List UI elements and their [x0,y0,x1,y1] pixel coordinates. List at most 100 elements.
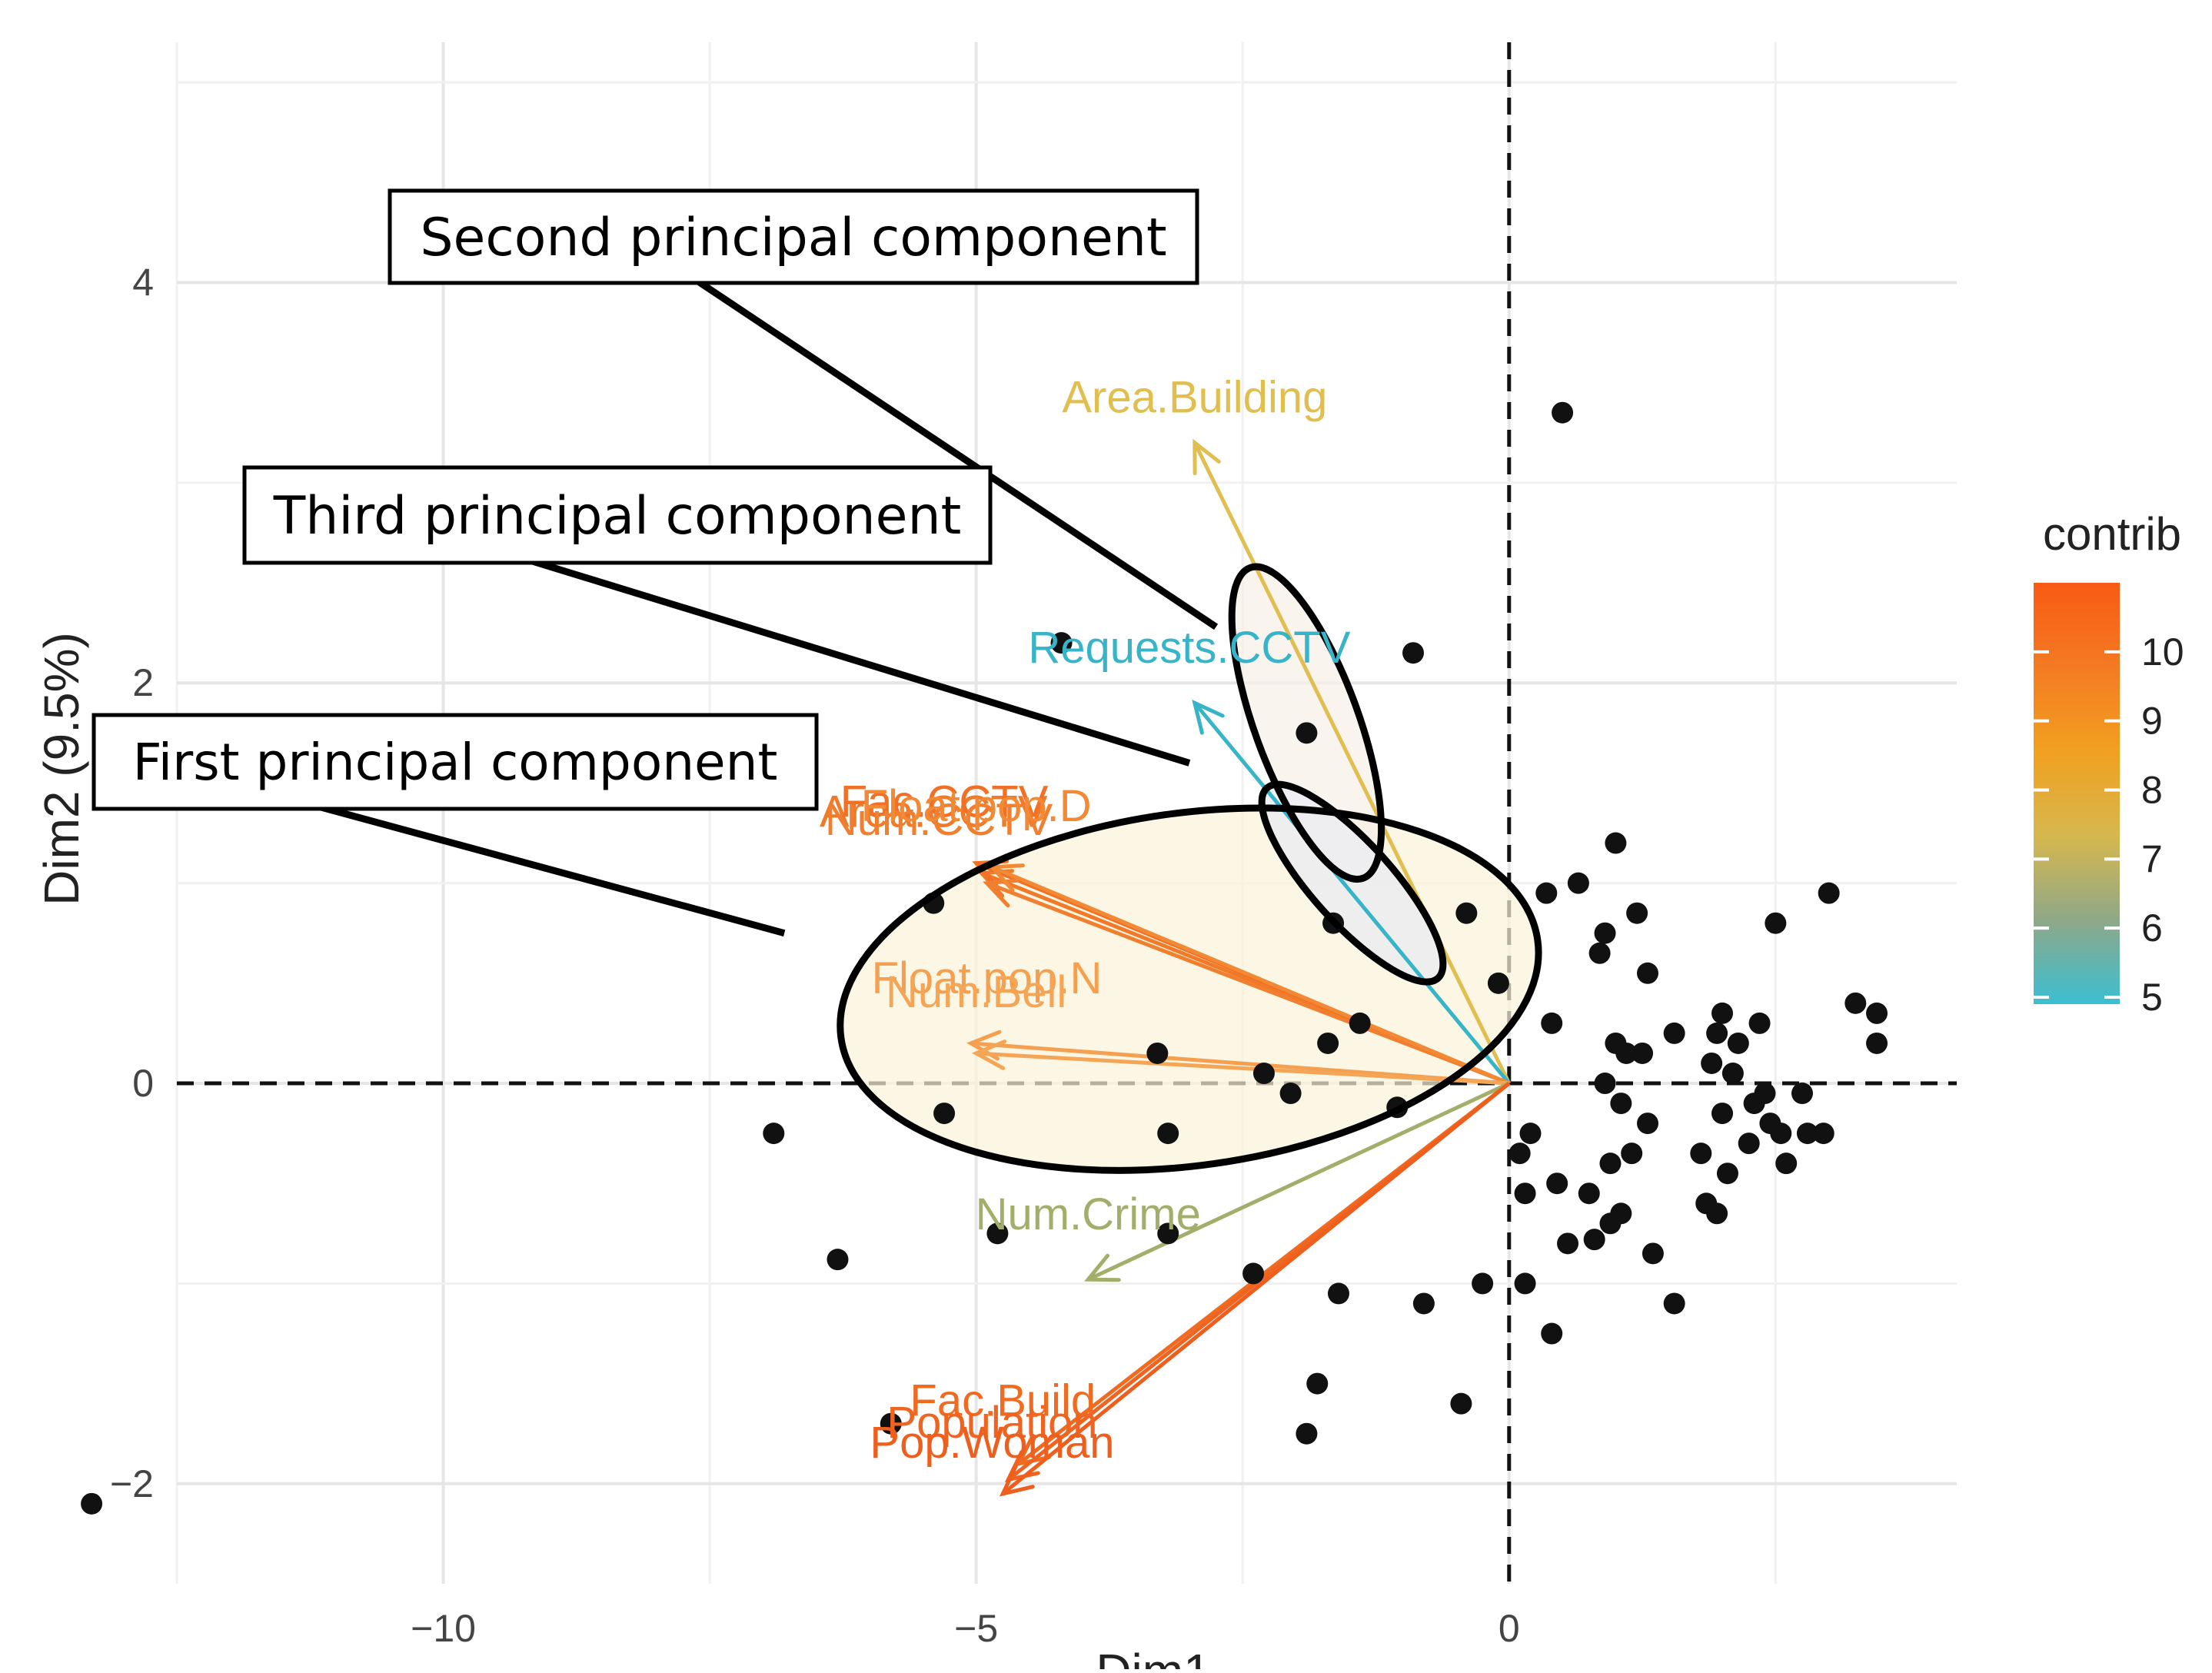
individual-point [1541,1322,1563,1345]
variable-label: Fac.Build [910,1375,1096,1425]
x-tick-labels: −10 −5 0 [411,1607,1520,1650]
individual-point [1791,1083,1813,1105]
individual-point [1812,1123,1834,1145]
legend-title: contrib [2043,508,2181,560]
variable-arrow-head [1192,699,1225,735]
variable-arrow-shaft [991,865,1510,1086]
y-tick-label: −2 [110,1462,154,1505]
individual-point [1242,1262,1265,1285]
individual-point [1818,882,1840,904]
individual-point [1748,1012,1771,1034]
individual-point [1866,1032,1888,1054]
individual-point [1535,882,1558,904]
individual-point [1711,1002,1734,1024]
individual-point [1599,1152,1622,1175]
legend-ticks: 5 6 7 8 9 10 [2034,630,2184,1019]
individual-point [1706,1202,1728,1225]
individual-point [1690,1142,1712,1165]
individual-point [1632,1042,1654,1064]
individual-point [1626,902,1648,924]
individual-point [1317,1032,1339,1054]
variable-label: Area.Building [1062,373,1327,423]
variable-arrows [966,438,1512,1497]
y-tick-labels: −2 0 2 4 [110,261,154,1505]
variable-arrow-head [1015,1434,1051,1467]
variable-arrow-head [999,1464,1035,1497]
individual-point [1349,1012,1371,1034]
individual-point [1578,1182,1600,1205]
individual-point [1765,912,1787,934]
individual-point [1455,902,1478,924]
variable-arrow-shaft [1192,701,1511,1085]
individual-point [1716,1162,1738,1185]
variable-labels: Area.Building Requests.CCTV Area.CCTVFac.C… [820,373,1351,1468]
variable-label: Population [886,1398,1097,1448]
callout-box [91,713,819,811]
legend-tick-label: 5 [2141,976,2163,1019]
individual-point [986,1222,1009,1245]
individual-point [1594,1073,1616,1095]
y-tick-label: 0 [132,1062,154,1105]
individual-point [1157,1222,1179,1245]
individual-point [1552,401,1574,424]
individual-point [1296,722,1318,744]
individual-point [1727,1032,1749,1054]
individual-point [827,1249,849,1271]
individual-point [880,1412,902,1435]
callout-leader-line [282,793,786,937]
callout-leader-lines [282,275,1219,937]
individual-point [933,1103,956,1125]
individual-point [1621,1142,1643,1165]
individual-point [1583,1229,1605,1251]
group-ellipse-outline [1228,563,1385,883]
legend-tick-label: 8 [2141,769,2163,812]
individual-point [1412,1292,1435,1315]
individual-point [1588,942,1611,964]
legend-tick-label: 6 [2141,906,2163,950]
individual-point [1711,1103,1734,1125]
individual-point [1610,1202,1632,1225]
individual-point [1775,1152,1798,1175]
individual-point [1663,1022,1685,1044]
individual-point [1541,1012,1563,1034]
individual-point [1610,1093,1632,1115]
individual-point [1615,1042,1638,1064]
legend-tick-label: 9 [2141,700,2163,743]
individual-point [1642,1242,1664,1265]
individual-point [1327,1282,1349,1305]
individual-point [1472,1272,1494,1295]
individual-point [763,1123,785,1145]
variable-label: Pop.Woman [870,1418,1114,1468]
y-axis-label: Dim2 (9.5%) [34,632,89,906]
y-tick-label: 2 [132,661,154,704]
variable-arrow-shaft [1192,441,1512,1085]
variable-arrow-head [971,1039,1007,1070]
group-ellipse-outlines [837,563,1542,1174]
variable-arrow-shaft [1001,1082,1511,1495]
group-ellipse-outline [1258,780,1447,986]
callout-leader-line [517,553,1191,767]
variable-label: Area.CCTV [820,787,1048,837]
individual-point [1402,642,1425,664]
individual-point [1754,1083,1776,1105]
x-tick-label: −5 [954,1607,998,1650]
group-ellipse-outline [837,804,1542,1174]
variable-arrow-head [1084,1253,1121,1282]
legend-tick-label: 10 [2141,630,2184,674]
x-axis-label: Dim1 [1096,1644,1210,1669]
variable-arrow-shaft [976,1051,1509,1086]
color-legend: contrib 5 6 7 8 9 10 [2034,508,2184,1019]
individual-point [1605,832,1627,854]
individual-point [81,1492,103,1515]
legend-tick-label: 7 [2141,837,2163,880]
individual-point [1146,1042,1169,1064]
individual-point [1636,962,1658,984]
x-tick-label: 0 [1499,1607,1520,1650]
variable-label: Num.CCTV [825,795,1053,845]
variable-label: Fac.CCTV [840,777,1049,827]
variable-label: Float.pop.N [872,953,1103,1003]
individual-point [1738,1133,1760,1155]
individual-point [1866,1002,1888,1024]
variable-arrow-shaft [1087,1081,1510,1282]
